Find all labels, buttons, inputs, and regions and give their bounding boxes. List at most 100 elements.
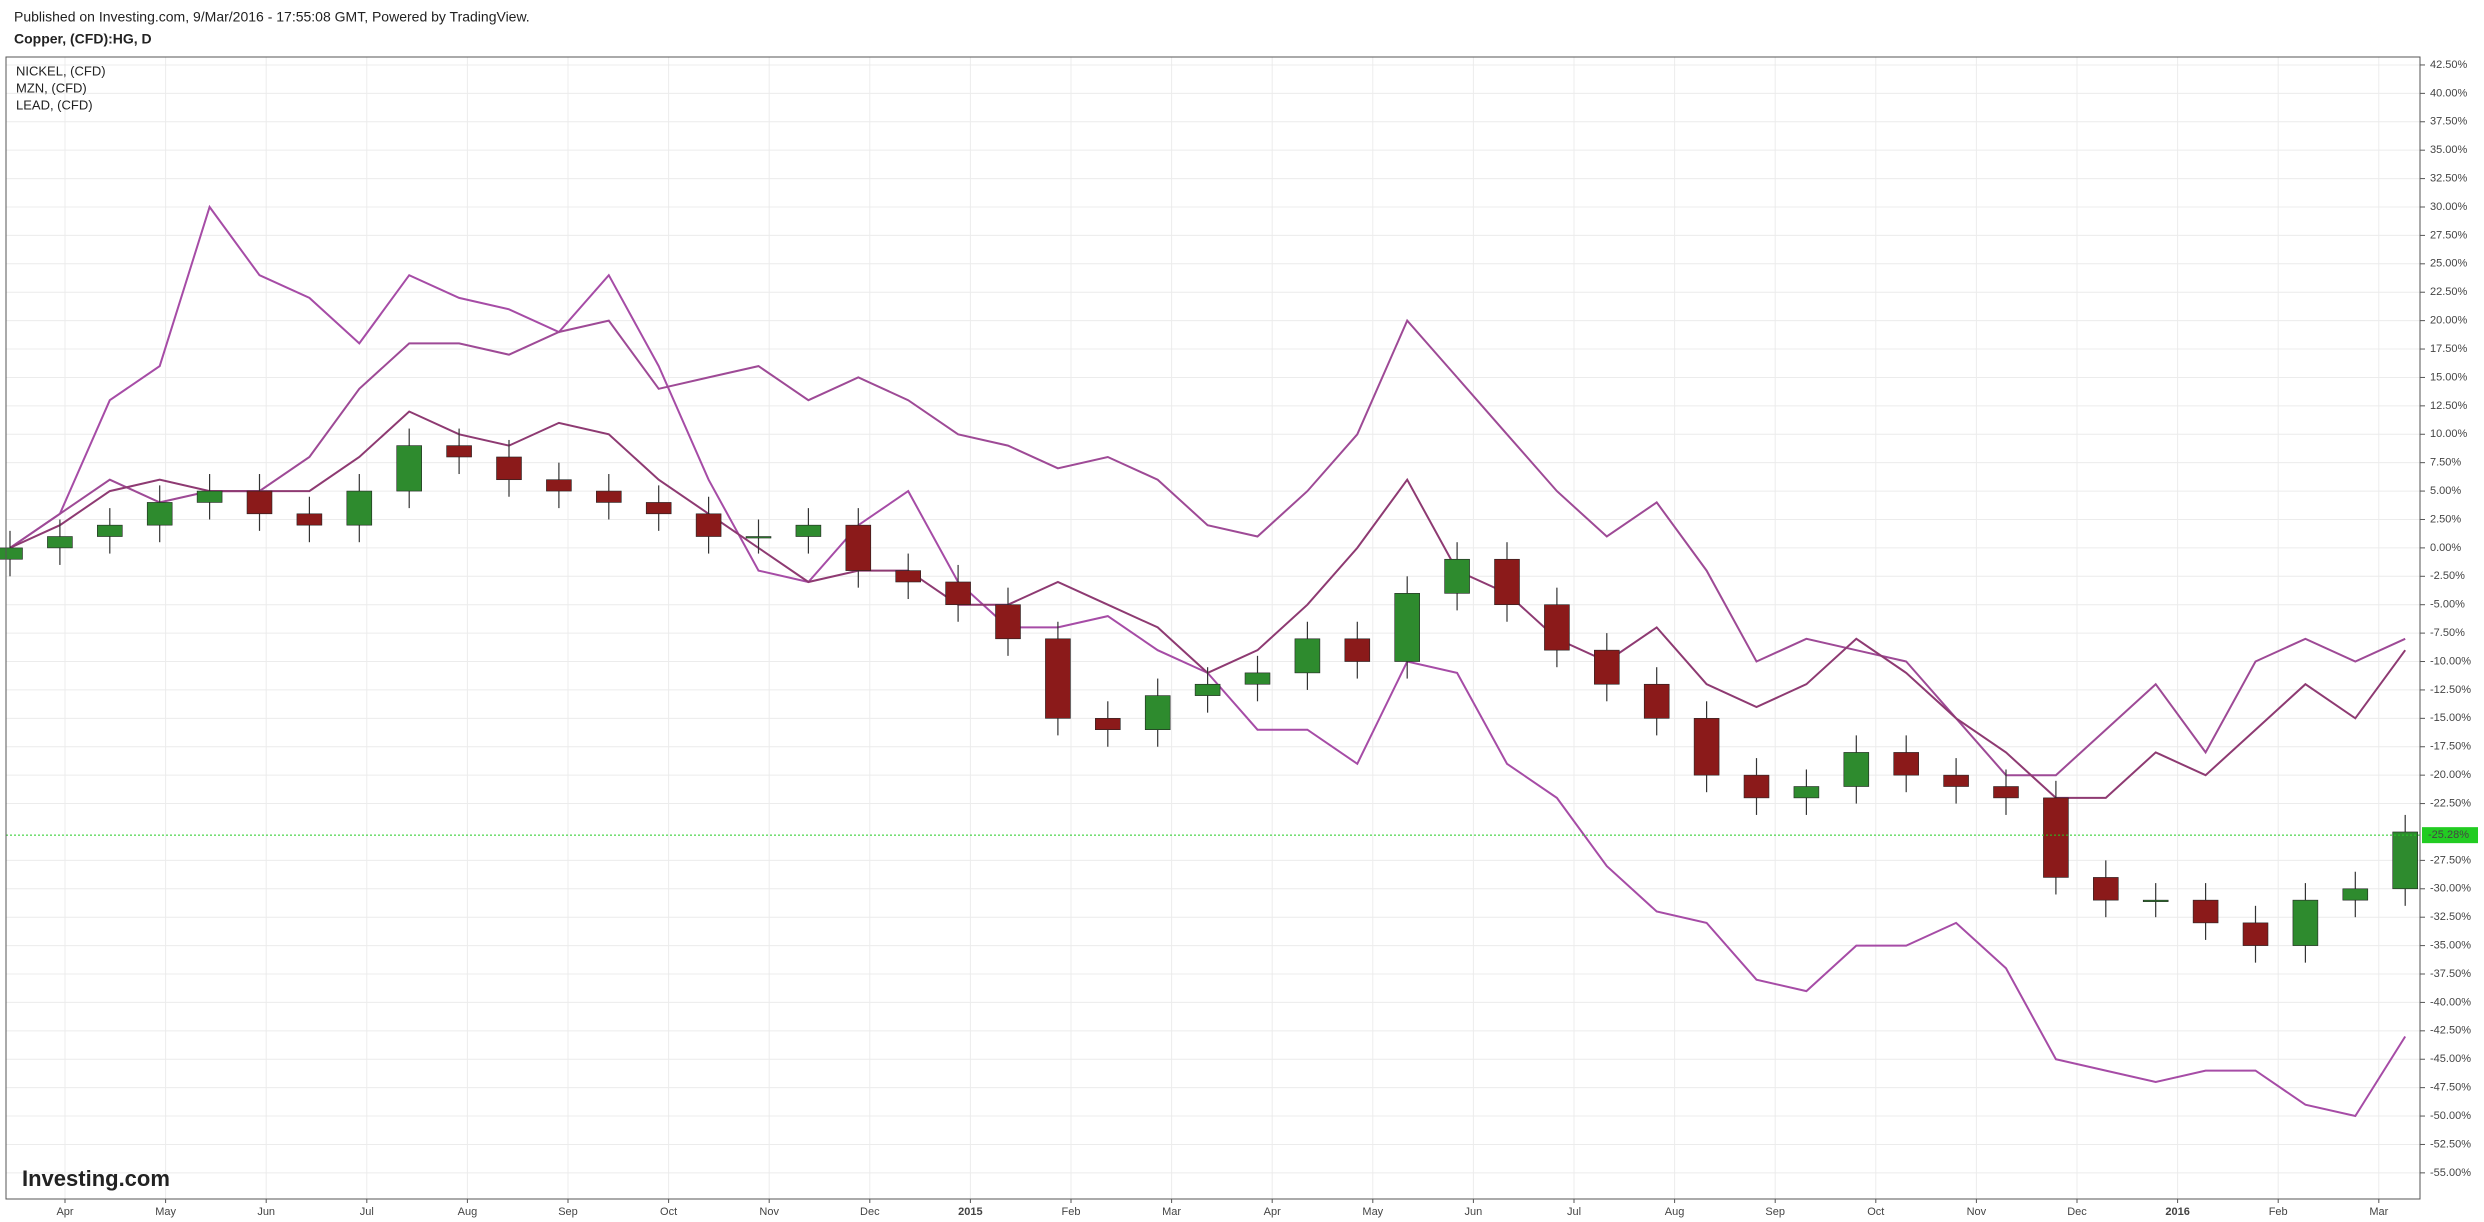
y-tick-label: 32.50% <box>2430 172 2468 184</box>
candle-body <box>2192 899 2219 924</box>
candle-body <box>1394 593 1420 662</box>
candle-body <box>2392 831 2418 890</box>
y-tick-label: -30.00% <box>2430 883 2471 895</box>
watermark: Investing.com <box>22 1166 170 1191</box>
x-tick-label: Sep <box>558 1206 578 1218</box>
candle-body <box>296 513 323 526</box>
candle-body <box>695 513 722 537</box>
y-tick-label: -55.00% <box>2430 1167 2471 1179</box>
y-tick-label: -45.00% <box>2430 1053 2471 1065</box>
candle-body <box>596 490 622 503</box>
y-tick-label: -42.50% <box>2430 1025 2471 1037</box>
y-tick-label: 10.00% <box>2430 428 2468 440</box>
x-tick-label: Dec <box>860 1206 880 1218</box>
candle-body <box>2342 888 2369 901</box>
candle-body <box>1793 786 1820 799</box>
candle-body <box>1144 695 1171 731</box>
candle-body <box>745 536 772 539</box>
y-tick-label: 17.50% <box>2430 343 2468 355</box>
candle-body <box>446 445 472 458</box>
candle-body <box>546 479 572 492</box>
candle-body <box>1544 604 1570 651</box>
symbol-title: Copper, (CFD):HG, D <box>14 31 152 47</box>
candle-body <box>1095 718 1121 731</box>
x-tick-label: Nov <box>759 1206 779 1218</box>
candle-body <box>1045 638 1071 719</box>
y-tick-label: 30.00% <box>2430 201 2468 213</box>
y-tick-label: 5.00% <box>2430 485 2461 497</box>
candle-body <box>2292 899 2319 946</box>
legend-entry: MZN, (CFD) <box>16 80 87 95</box>
candle-body <box>2043 797 2069 878</box>
x-tick-label: May <box>155 1206 176 1218</box>
y-tick-label: -35.00% <box>2430 940 2471 952</box>
candle-body <box>496 456 522 481</box>
y-tick-label: 25.00% <box>2430 258 2468 270</box>
y-tick-label: 12.50% <box>2430 400 2468 412</box>
x-tick-label: May <box>1362 1206 1383 1218</box>
y-tick-label: 20.00% <box>2430 315 2468 327</box>
candle-body <box>2142 899 2169 902</box>
legend-entry: LEAD, (CFD) <box>16 97 93 112</box>
y-tick-label: 27.50% <box>2430 229 2468 241</box>
x-tick-label: Apr <box>56 1206 73 1218</box>
candle-body <box>1843 752 1870 787</box>
x-tick-label: Jul <box>1567 1206 1581 1218</box>
x-tick-label: Aug <box>1665 1206 1685 1218</box>
y-tick-label: -37.50% <box>2430 968 2471 980</box>
x-tick-label: Aug <box>458 1206 478 1218</box>
candle-body <box>1743 774 1770 799</box>
candle-body <box>1693 718 1720 776</box>
candle-body <box>47 536 73 549</box>
y-tick-label: 0.00% <box>2430 542 2461 554</box>
published-note: Published on Investing.com, 9/Mar/2016 -… <box>14 9 530 25</box>
candle-body <box>196 490 223 503</box>
candle-body <box>1494 558 1520 606</box>
y-tick-label: -22.50% <box>2430 797 2471 809</box>
candle-body <box>0 547 23 560</box>
y-tick-label: -50.00% <box>2430 1110 2471 1122</box>
y-tick-label: 42.50% <box>2430 59 2468 71</box>
x-tick-label: Feb <box>1062 1206 1081 1218</box>
candle-body <box>246 490 273 515</box>
plot-frame <box>5 56 2421 1200</box>
y-tick-label: -27.50% <box>2430 854 2471 866</box>
last-price-label: -25.28% <box>2428 829 2469 841</box>
x-tick-label: Mar <box>1162 1206 1181 1218</box>
y-tick-label: -15.00% <box>2430 712 2471 724</box>
candle-body <box>2093 877 2119 901</box>
plot <box>0 204 2420 1118</box>
candle-body <box>396 445 422 492</box>
x-tick-label: Apr <box>1264 1206 1281 1218</box>
y-tick-label: -32.50% <box>2430 911 2471 923</box>
candle-body <box>146 502 173 526</box>
y-tick-label: 22.50% <box>2430 286 2468 298</box>
candle-body <box>945 581 971 606</box>
y-tick-label: 15.00% <box>2430 371 2468 383</box>
y-tick-label: 7.50% <box>2430 457 2461 469</box>
candle-body <box>346 490 373 526</box>
x-tick-label: 2016 <box>2165 1206 2189 1218</box>
candle-body <box>1643 683 1670 719</box>
x-tick-label: 2015 <box>958 1206 982 1218</box>
candle-body <box>1893 752 1919 776</box>
candle-body <box>1444 558 1470 594</box>
y-tick-label: 35.00% <box>2430 144 2468 156</box>
candle-body <box>895 570 921 583</box>
candle-body <box>845 524 872 571</box>
y-tick-label: -47.50% <box>2430 1082 2471 1094</box>
candle-body <box>97 524 123 537</box>
candle-body <box>795 524 822 537</box>
candle-body <box>995 604 1021 640</box>
y-tick-label: -20.00% <box>2430 769 2471 781</box>
y-tick-label: 40.00% <box>2430 87 2468 99</box>
x-tick-label: Jul <box>360 1206 374 1218</box>
candle-body <box>1344 638 1371 662</box>
y-tick-label: -7.50% <box>2430 627 2465 639</box>
grid: 42.50% 40.00% 37.50% 35.00% 32.50% 30.00% 27.5… <box>6 57 2471 1218</box>
x-tick-label: Nov <box>1967 1206 1987 1218</box>
y-tick-label: -5.00% <box>2430 599 2465 611</box>
